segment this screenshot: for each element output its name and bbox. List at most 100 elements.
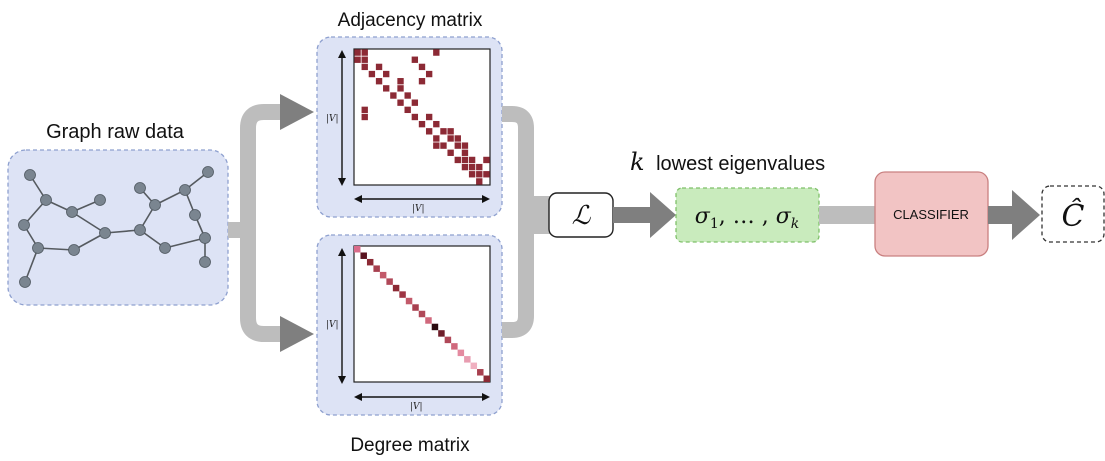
adjacency-col-label: |V| [412, 204, 425, 214]
adjacency-cell [468, 156, 476, 164]
degree-matrix-title: Degree matrix [350, 435, 470, 456]
degree-cell [392, 284, 400, 292]
graph-node [202, 166, 214, 178]
adjacency-cell [433, 120, 440, 128]
adjacency-cell [411, 113, 419, 121]
graph-node [66, 206, 78, 218]
classifier-label: CLASSIFIER [893, 207, 969, 222]
degree-cell [366, 258, 374, 266]
adjacency-cell [361, 63, 368, 71]
degree-cell [425, 317, 432, 324]
degree-col-label: |V| [410, 402, 423, 412]
adjacency-cell [404, 106, 411, 114]
adjacency-cell [476, 163, 483, 171]
adjacency-cell [418, 120, 426, 128]
adjacency-cell [361, 49, 368, 56]
adjacency-cell [375, 63, 383, 71]
degree-cell [379, 271, 387, 279]
k-symbol: k [630, 148, 645, 176]
adjacency-cell [361, 56, 368, 63]
adjacency-cell [354, 49, 361, 56]
adjacency-cell [476, 171, 483, 178]
graph-node [99, 227, 111, 239]
graph-node [159, 242, 171, 254]
graph-node [199, 256, 211, 268]
adjacency-cell [468, 163, 476, 171]
graph-node [134, 182, 146, 194]
adjacency-cell [397, 78, 404, 85]
arrow-to-adjacency [280, 94, 314, 130]
degree-cell [386, 278, 393, 285]
adjacency-cell [454, 135, 461, 142]
degree-cell [483, 375, 490, 382]
adjacency-cell [461, 142, 469, 149]
adjacency-cell [368, 70, 376, 78]
graph-raw-data-panel [7, 149, 229, 306]
degree-cell [431, 323, 439, 331]
adjacency-cell [375, 78, 383, 85]
eigen-label: lowest eigenvalues [656, 153, 825, 175]
degree-cells [354, 246, 490, 382]
graph-node [134, 224, 146, 236]
degree-cell [438, 330, 445, 337]
graph-edge [37, 247, 75, 251]
adjacency-cell [418, 63, 426, 71]
adjacency-cell [461, 156, 469, 164]
degree-cell [444, 336, 452, 344]
laplacian-symbol: ℒ [572, 201, 592, 231]
adjacency-cell [433, 142, 440, 149]
output-box [1041, 185, 1105, 243]
merge-connector [502, 106, 552, 338]
degree-cell [405, 297, 413, 305]
degree-cell [464, 356, 471, 363]
adjacency-cell [383, 70, 390, 78]
adjacency-cell [476, 178, 483, 185]
graph-node [19, 276, 31, 288]
adjacency-cell [461, 149, 469, 156]
degree-cell [373, 265, 380, 272]
output-symbol: Ĉ [1062, 198, 1085, 234]
adjacency-cell [454, 156, 461, 164]
graph-node [32, 242, 44, 254]
degree-cell [457, 349, 465, 357]
graph-raw-data-title: Graph raw data [46, 121, 185, 143]
adjacency-cell [425, 128, 433, 135]
adjacency-cells [354, 49, 490, 185]
adjacency-cell [383, 85, 390, 92]
adjacency-row-axis [338, 50, 346, 186]
split-connector [228, 94, 314, 352]
degree-cell [412, 304, 419, 311]
k-lowest-eigenvalues-title: k lowest eigenvalues [630, 148, 825, 176]
degree-cell [418, 310, 426, 318]
adjacency-col-axis [354, 195, 490, 203]
adjacency-cell [361, 106, 368, 114]
degree-cell [451, 343, 458, 350]
eigenvalues-expression: σ1, … , σk [695, 204, 799, 232]
adjacency-cell [404, 92, 411, 99]
adjacency-cell [397, 99, 404, 106]
graph-edge [164, 237, 206, 249]
adjacency-cell [447, 135, 454, 142]
adjacency-cell [361, 113, 368, 121]
adjacency-cell [411, 99, 419, 106]
degree-cell [477, 369, 484, 376]
degree-row-label: |V| [326, 320, 339, 330]
adjacency-cell [425, 70, 433, 78]
adjacency-cell [483, 156, 490, 164]
graph-node [149, 199, 161, 211]
adjacency-cell [440, 142, 447, 149]
arrow-to-output [1012, 190, 1040, 240]
degree-cell [470, 362, 478, 370]
adjacency-matrix-title: Adjacency matrix [338, 10, 483, 31]
adjacency-cell [425, 113, 433, 121]
graph-node [94, 194, 106, 206]
arrow-to-eigenvalues [650, 192, 676, 238]
adjacency-cell [447, 128, 454, 135]
adjacency-cell [433, 135, 440, 142]
graph-node [40, 194, 52, 206]
degree-col-axis [354, 393, 490, 401]
adjacency-cell [411, 56, 419, 63]
adjacency-cell [354, 56, 361, 63]
adjacency-cell [433, 49, 440, 56]
